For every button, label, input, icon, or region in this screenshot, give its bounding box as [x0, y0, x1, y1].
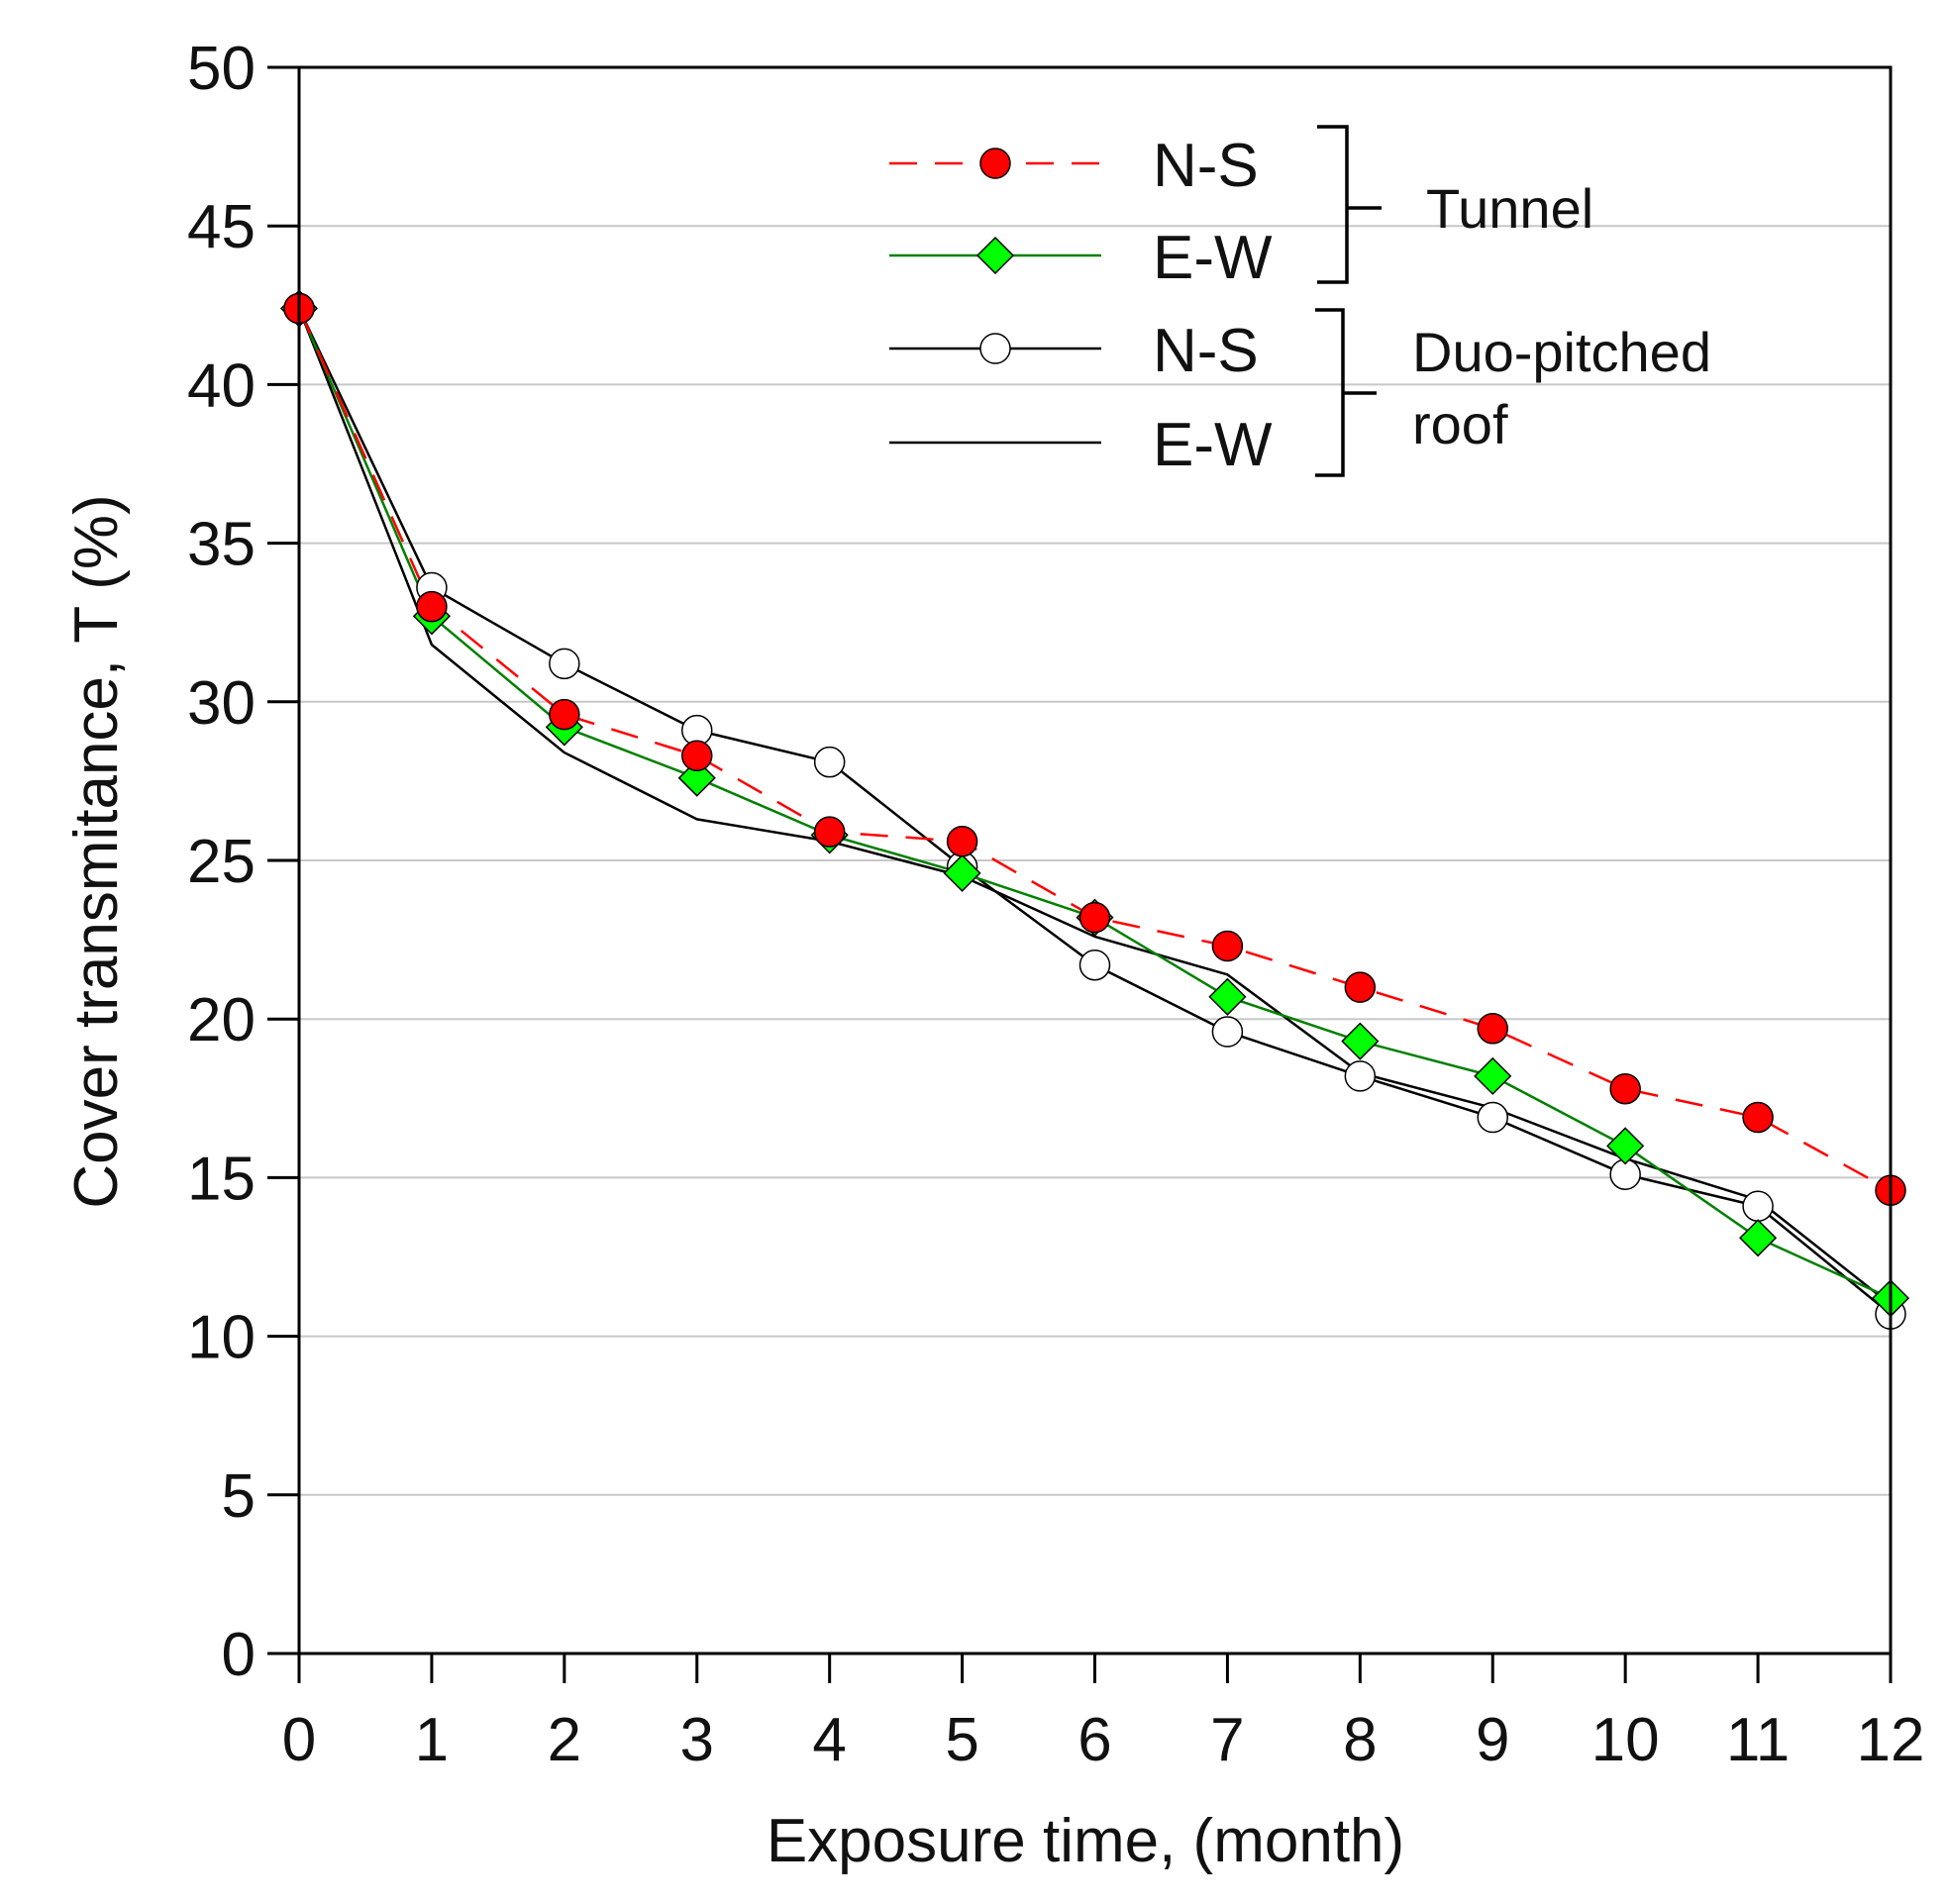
grid-lines — [299, 66, 1891, 1496]
series-line-1 — [297, 308, 1892, 1300]
y-tick-label: 10 — [187, 1304, 256, 1372]
data-point-series-0 — [416, 590, 448, 623]
data-point-series-0 — [549, 698, 580, 731]
y-tick-label: 35 — [187, 511, 256, 579]
legend: N-S E-W N-S E-W Tunnel Duo-pitched roof — [889, 125, 1711, 479]
data-point-series-2 — [549, 648, 580, 680]
series-lines — [297, 307, 1892, 1316]
legend-label-tunnel-ns: N-S — [1153, 132, 1259, 200]
data-point-series-0 — [1609, 1072, 1641, 1105]
data-point-series-1 — [1606, 1127, 1645, 1165]
y-tick-label: 15 — [187, 1145, 256, 1213]
data-point-series-0 — [1344, 971, 1377, 1003]
y-tick-label: 50 — [187, 35, 256, 103]
data-point-series-0 — [1078, 901, 1111, 934]
x-tick-label: 3 — [680, 1706, 714, 1774]
x-tick-label: 12 — [1857, 1706, 1925, 1774]
y-tick-label: 40 — [187, 351, 256, 420]
data-point-series-0 — [946, 826, 978, 857]
y-tick-label: 0 — [222, 1621, 256, 1689]
legend-label-tunnel-ew: E-W — [1153, 224, 1273, 292]
y-tick-label: 25 — [187, 828, 256, 896]
legend-label-duo-ew: E-W — [1153, 411, 1273, 479]
y-tick-label: 20 — [187, 986, 256, 1054]
data-point-series-0 — [1742, 1101, 1774, 1134]
x-tick-label: 6 — [1077, 1706, 1111, 1774]
legend-marker-duo-ns — [979, 333, 1011, 364]
x-tick-label: 5 — [945, 1706, 978, 1774]
y-axis-title: Cover transmitance, T (%) — [62, 494, 131, 1208]
x-tick-label: 7 — [1210, 1706, 1244, 1774]
legend-group-roof: roof — [1412, 393, 1508, 455]
data-point-series-0 — [1477, 1013, 1508, 1045]
data-point-series-2 — [1477, 1101, 1508, 1134]
legend-entry-duo-ew: E-W — [889, 411, 1273, 479]
legend-entry-duo-ns: N-S — [889, 317, 1259, 385]
legend-marker-tunnel-ew — [975, 236, 1015, 275]
data-point-series-0 — [1211, 930, 1244, 962]
data-point-series-0 — [681, 740, 713, 772]
data-point-series-2 — [1211, 1016, 1244, 1048]
data-point-series-1 — [677, 758, 716, 797]
series-line-0 — [297, 307, 1892, 1192]
data-point-series-1 — [1208, 977, 1247, 1016]
duo-pitched-bracket — [1315, 308, 1377, 477]
tunnel-bracket — [1317, 125, 1382, 284]
series-line-3 — [297, 308, 1892, 1306]
data-point-series-2 — [1344, 1060, 1377, 1092]
legend-entry-tunnel-ns: N-S — [889, 132, 1259, 200]
data-point-series-1 — [1341, 1022, 1380, 1060]
x-tick-label: 0 — [282, 1706, 316, 1774]
legend-group-duo-pitched: Duo-pitched — [1412, 321, 1711, 383]
x-tick-label: 1 — [415, 1706, 449, 1774]
x-axis-title: Exposure time, (month) — [767, 1807, 1404, 1875]
y-tick-label: 5 — [222, 1462, 256, 1531]
data-point-series-1 — [943, 853, 981, 892]
data-point-series-1 — [1474, 1056, 1512, 1095]
legend-group-tunnel: Tunnel — [1426, 177, 1593, 240]
y-tick-label: 30 — [187, 669, 256, 738]
legend-label-duo-ns: N-S — [1153, 317, 1259, 385]
x-tick-label: 2 — [548, 1706, 581, 1774]
data-point-series-1 — [1739, 1219, 1778, 1257]
x-tick-label: 10 — [1591, 1706, 1660, 1774]
legend-entry-tunnel-ew: E-W — [889, 224, 1273, 292]
data-point-series-2 — [813, 746, 846, 778]
y-tick-label: 45 — [187, 193, 256, 261]
data-point-series-2 — [1078, 949, 1111, 981]
data-point-series-2 — [1742, 1190, 1774, 1222]
x-tick-label: 8 — [1343, 1706, 1377, 1774]
legend-marker-tunnel-ns — [979, 148, 1011, 179]
data-point-series-0 — [813, 816, 846, 848]
x-tick-label: 9 — [1476, 1706, 1509, 1774]
x-tick-label: 11 — [1726, 1706, 1790, 1774]
axes — [267, 65, 1893, 1683]
x-tick-label: 4 — [812, 1706, 846, 1774]
